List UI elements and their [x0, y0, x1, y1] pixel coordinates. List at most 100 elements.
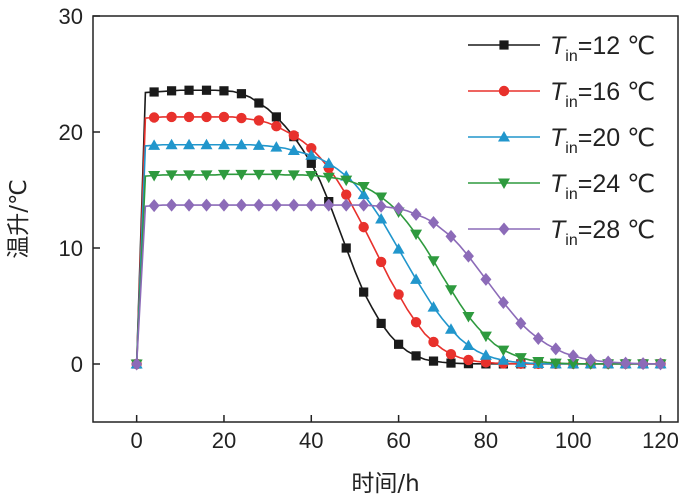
legend-entry-0: Tin=12 ℃ [468, 32, 655, 65]
data-point [201, 111, 212, 123]
legend-marker [498, 85, 510, 97]
data-point [165, 138, 178, 150]
legend-label: Tin=16 ℃ [550, 78, 655, 111]
data-point [219, 86, 229, 96]
data-point [445, 348, 457, 360]
data-point [287, 144, 300, 156]
data-point [375, 192, 388, 203]
data-point [620, 356, 632, 370]
data-point [183, 170, 196, 181]
data-point [252, 169, 265, 181]
y-tick-labels: 0 10 20 30 [59, 4, 83, 377]
data-point [550, 342, 562, 356]
data-point [166, 198, 178, 212]
data-point [427, 256, 440, 267]
x-tick-labels: 0 20 40 60 80 100 120 [131, 428, 679, 453]
data-point [497, 345, 510, 357]
data-point [358, 198, 370, 212]
data-point [201, 85, 212, 95]
data-point [479, 349, 492, 360]
data-point [236, 89, 247, 99]
data-point [236, 112, 247, 124]
data-point [480, 272, 492, 286]
data-point [341, 189, 352, 200]
data-point [270, 169, 283, 181]
data-point [306, 143, 317, 154]
data-point [359, 287, 369, 297]
data-point [567, 349, 579, 363]
data-point [305, 171, 318, 182]
data-point [166, 111, 177, 123]
plot-frame [92, 15, 679, 423]
data-point [410, 317, 422, 328]
data-point [411, 351, 421, 361]
data-point [428, 215, 440, 229]
legend-entry-1: Tin=16 ℃ [468, 78, 655, 111]
data-point [148, 112, 160, 123]
data-point [235, 138, 248, 150]
legend-label: Tin=12 ℃ [550, 32, 655, 65]
data-point [217, 169, 230, 181]
data-point [602, 355, 614, 369]
data-point [253, 198, 265, 212]
data-point [340, 198, 352, 212]
x-tick-label: 120 [642, 428, 679, 453]
data-point [445, 229, 457, 243]
series-4 [131, 198, 667, 371]
legend-marker [498, 222, 510, 236]
legend-entry-3: Tin=24 ℃ [468, 170, 655, 203]
data-point [305, 149, 318, 160]
data-point [200, 138, 213, 150]
x-tick-label: 100 [555, 428, 592, 453]
data-point [410, 229, 423, 241]
data-point [446, 358, 456, 368]
data-point [217, 138, 230, 150]
data-point [183, 198, 195, 212]
data-point [253, 115, 265, 126]
data-point [288, 130, 300, 141]
data-point [288, 198, 300, 212]
data-point [567, 359, 580, 370]
data-point [306, 158, 316, 168]
data-point [165, 170, 178, 181]
data-point [218, 198, 230, 212]
data-point [270, 198, 282, 212]
data-point [322, 157, 335, 168]
y-tick-label: 0 [71, 352, 83, 377]
axis-ticks [93, 15, 662, 422]
data-point [427, 301, 440, 312]
data-point [218, 111, 230, 123]
data-point [497, 354, 510, 365]
plot-area [92, 15, 679, 423]
y-axis-title: 温升/℃ [6, 179, 32, 259]
legend-label: Tin=28 ℃ [550, 216, 655, 249]
data-point [637, 357, 649, 371]
data-point [462, 339, 475, 350]
data-point [358, 221, 369, 233]
data-point [655, 357, 667, 371]
data-point [375, 256, 387, 268]
legend-marker [498, 131, 510, 142]
data-point [166, 86, 177, 96]
x-tick-label: 60 [386, 428, 410, 453]
data-point [375, 199, 387, 213]
data-point [183, 111, 195, 123]
legend-marker [499, 40, 509, 50]
data-point [462, 311, 475, 323]
data-point [271, 112, 281, 122]
data-point [200, 170, 213, 181]
legend-label: Tin=24 ℃ [550, 170, 655, 203]
legend-marker [498, 178, 510, 189]
legend-entry-4: Tin=28 ℃ [468, 216, 655, 249]
data-point [410, 207, 422, 221]
data-point [357, 182, 370, 193]
data-point [287, 170, 300, 181]
y-tick-label: 20 [59, 120, 83, 145]
data-point [148, 199, 160, 213]
data-point [497, 296, 509, 310]
legend-entry-2: Tin=20 ℃ [468, 124, 655, 157]
data-point [131, 357, 143, 371]
data-point [444, 285, 457, 296]
data-point [270, 141, 283, 152]
